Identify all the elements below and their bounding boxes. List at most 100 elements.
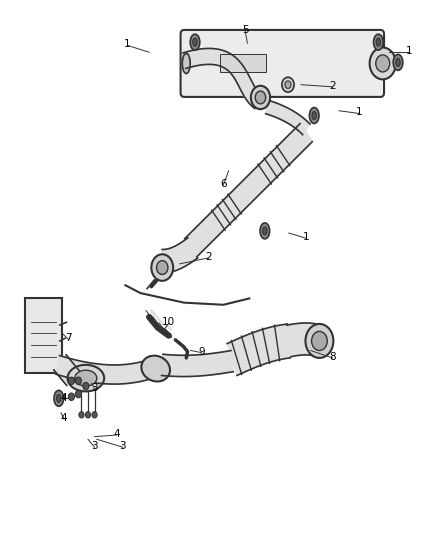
Ellipse shape bbox=[312, 111, 316, 119]
Text: 3: 3 bbox=[91, 441, 98, 451]
Ellipse shape bbox=[190, 34, 200, 50]
Ellipse shape bbox=[75, 370, 97, 386]
Polygon shape bbox=[228, 57, 236, 71]
Text: 7: 7 bbox=[65, 333, 72, 343]
Polygon shape bbox=[216, 50, 220, 66]
Text: 4: 4 bbox=[113, 429, 120, 439]
Ellipse shape bbox=[393, 54, 403, 70]
Text: 2: 2 bbox=[329, 81, 336, 91]
Text: 1: 1 bbox=[406, 46, 412, 56]
FancyBboxPatch shape bbox=[180, 30, 384, 97]
Polygon shape bbox=[233, 66, 244, 77]
Circle shape bbox=[83, 382, 89, 390]
Ellipse shape bbox=[193, 38, 197, 46]
Text: 6: 6 bbox=[220, 179, 227, 189]
Polygon shape bbox=[226, 55, 233, 70]
Polygon shape bbox=[265, 100, 310, 135]
Polygon shape bbox=[205, 49, 208, 64]
Polygon shape bbox=[213, 49, 216, 65]
Polygon shape bbox=[203, 49, 206, 64]
Polygon shape bbox=[225, 54, 232, 69]
Polygon shape bbox=[244, 87, 255, 98]
Circle shape bbox=[376, 55, 390, 72]
Polygon shape bbox=[229, 58, 237, 72]
FancyBboxPatch shape bbox=[220, 54, 266, 72]
Polygon shape bbox=[189, 51, 194, 67]
Circle shape bbox=[251, 86, 270, 109]
Polygon shape bbox=[227, 56, 235, 70]
Ellipse shape bbox=[57, 394, 61, 402]
Polygon shape bbox=[234, 69, 246, 79]
Text: 1: 1 bbox=[124, 39, 131, 49]
Polygon shape bbox=[238, 76, 250, 86]
FancyBboxPatch shape bbox=[25, 298, 62, 373]
Polygon shape bbox=[192, 50, 197, 66]
Circle shape bbox=[305, 324, 333, 358]
Ellipse shape bbox=[260, 223, 270, 239]
Text: 1: 1 bbox=[303, 232, 310, 243]
Polygon shape bbox=[229, 60, 239, 72]
Circle shape bbox=[75, 377, 81, 384]
Polygon shape bbox=[253, 94, 261, 108]
Polygon shape bbox=[248, 91, 258, 103]
Polygon shape bbox=[194, 50, 199, 66]
Polygon shape bbox=[198, 49, 201, 65]
Polygon shape bbox=[251, 93, 260, 107]
Polygon shape bbox=[162, 351, 233, 376]
Polygon shape bbox=[230, 61, 240, 74]
Polygon shape bbox=[56, 356, 148, 384]
Ellipse shape bbox=[376, 38, 381, 46]
Polygon shape bbox=[224, 53, 231, 68]
Polygon shape bbox=[240, 82, 252, 91]
Polygon shape bbox=[236, 71, 247, 82]
Ellipse shape bbox=[396, 59, 400, 66]
Circle shape bbox=[68, 377, 74, 384]
Polygon shape bbox=[54, 354, 79, 386]
Polygon shape bbox=[245, 88, 256, 99]
Polygon shape bbox=[237, 75, 249, 85]
Polygon shape bbox=[247, 90, 257, 101]
Polygon shape bbox=[232, 64, 243, 76]
Text: 4: 4 bbox=[61, 413, 67, 423]
Polygon shape bbox=[227, 324, 290, 375]
Polygon shape bbox=[236, 72, 248, 83]
Polygon shape bbox=[212, 49, 214, 64]
Polygon shape bbox=[231, 62, 241, 75]
Polygon shape bbox=[223, 52, 229, 68]
Polygon shape bbox=[239, 78, 251, 87]
Polygon shape bbox=[244, 86, 255, 96]
Text: 3: 3 bbox=[120, 441, 126, 451]
Polygon shape bbox=[215, 49, 218, 65]
Circle shape bbox=[255, 91, 266, 104]
Polygon shape bbox=[222, 52, 227, 67]
Polygon shape bbox=[183, 49, 261, 109]
Polygon shape bbox=[254, 94, 261, 109]
Polygon shape bbox=[200, 49, 204, 65]
Polygon shape bbox=[243, 85, 254, 95]
Circle shape bbox=[151, 254, 173, 281]
Ellipse shape bbox=[282, 77, 294, 92]
Polygon shape bbox=[162, 238, 198, 273]
Polygon shape bbox=[241, 83, 253, 92]
Text: 8: 8 bbox=[329, 352, 336, 362]
Text: 1: 1 bbox=[355, 107, 362, 117]
Polygon shape bbox=[287, 323, 322, 357]
Polygon shape bbox=[240, 79, 251, 88]
Ellipse shape bbox=[374, 34, 383, 50]
Polygon shape bbox=[233, 67, 245, 78]
Polygon shape bbox=[240, 80, 252, 90]
Ellipse shape bbox=[54, 390, 64, 406]
Polygon shape bbox=[210, 49, 212, 64]
Polygon shape bbox=[183, 52, 189, 69]
Circle shape bbox=[85, 411, 91, 418]
Ellipse shape bbox=[263, 227, 267, 235]
Circle shape bbox=[370, 47, 396, 79]
Text: 3: 3 bbox=[91, 383, 98, 393]
Circle shape bbox=[92, 411, 97, 418]
Polygon shape bbox=[219, 50, 224, 66]
Ellipse shape bbox=[309, 108, 319, 124]
Circle shape bbox=[79, 411, 84, 418]
Polygon shape bbox=[242, 84, 254, 94]
Text: 4: 4 bbox=[61, 393, 67, 403]
Polygon shape bbox=[247, 90, 258, 102]
